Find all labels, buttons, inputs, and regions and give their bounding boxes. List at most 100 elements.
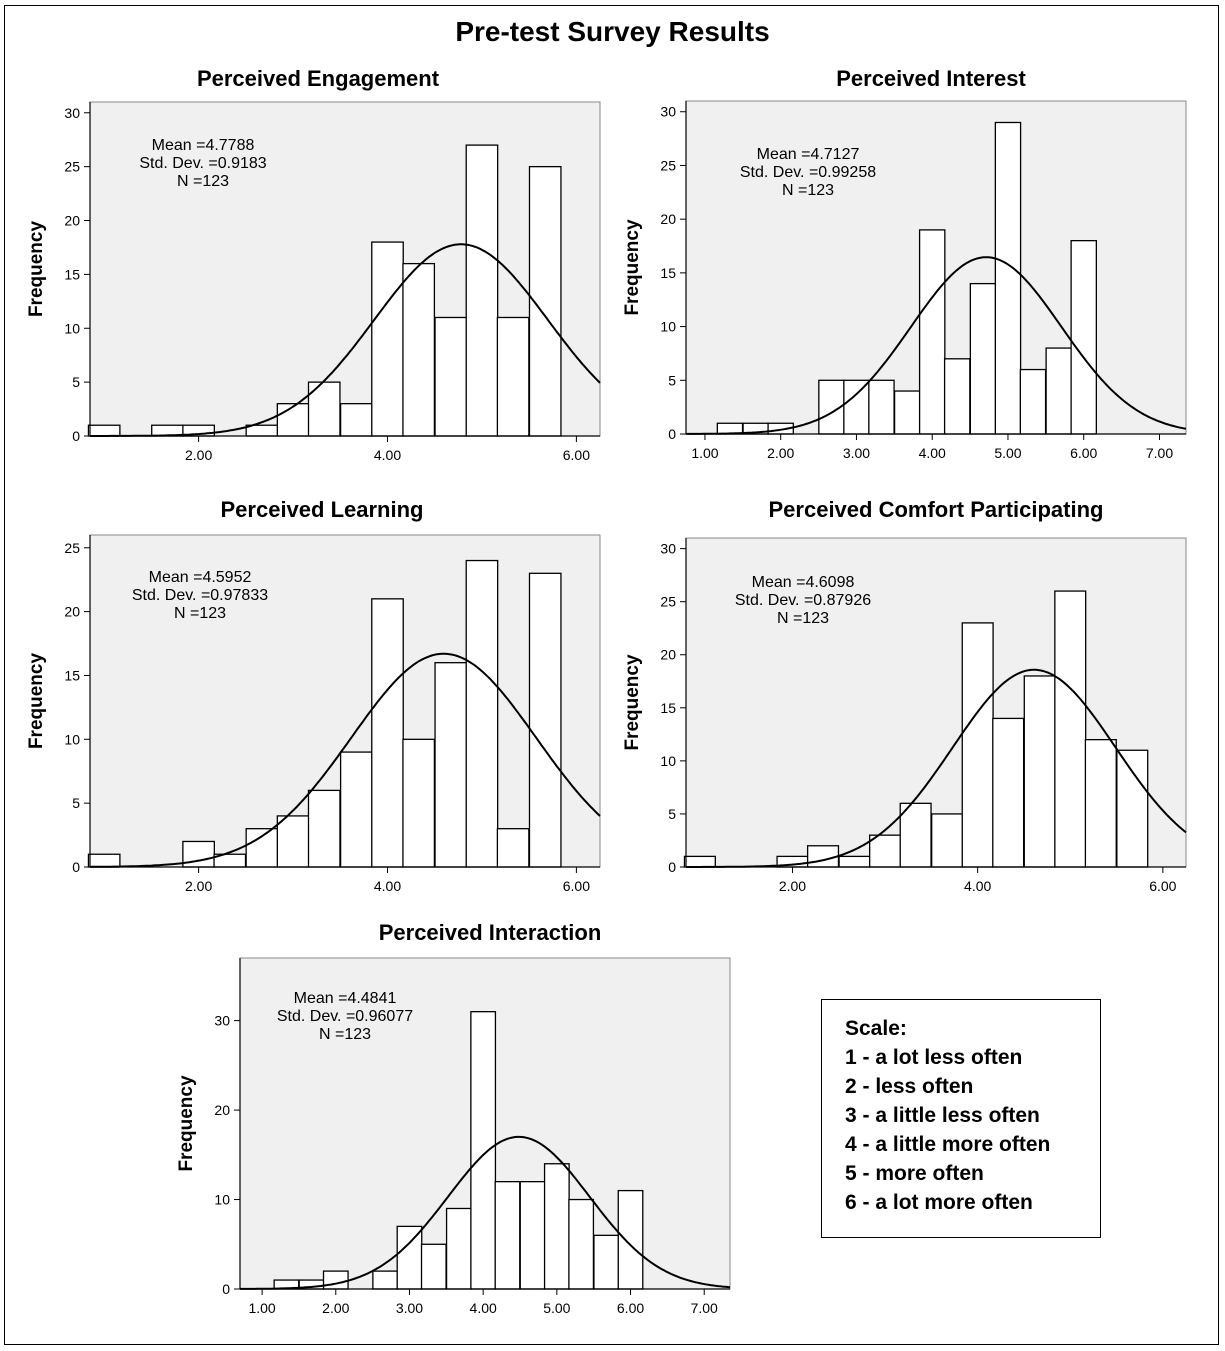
histogram-bar [496,316,530,437]
x-tick-label: 5.00 [994,445,1021,461]
histogram-bar [322,1270,349,1290]
stats-std-dev: Std. Dev. =0.97833 [132,587,268,604]
histogram-comfort: Perceived Comfort Participating Frequency… [620,495,1200,905]
histogram-bar [494,1180,521,1290]
x-tick-label: 7.00 [691,1300,718,1316]
x-tick-label: 2.00 [322,1300,349,1316]
y-tick-label: 25 [660,594,676,610]
x-tick-label: 2.00 [767,445,794,461]
y-tick-label: 5 [72,795,80,811]
chart-title: Perceived Interaction [379,920,602,945]
histogram-bar [1023,675,1056,868]
x-tick-label: 4.00 [964,878,991,894]
scale-item-1: 1 - a lot less often [845,1046,1023,1069]
y-tick-label: 10 [64,731,80,747]
stats-std-dev: Std. Dev. =0.99258 [740,164,876,181]
stats-n: N =123 [319,1026,371,1043]
stats-mean: Mean =4.7127 [757,146,860,163]
normal-curve [686,256,1187,435]
x-tick-label: 1.00 [691,445,718,461]
chart-title: Perceived Comfort Participating [769,497,1104,522]
histogram-bar [1084,738,1117,868]
stats-std-dev: Std. Dev. =0.96077 [277,1008,413,1025]
histogram-bar [869,834,902,868]
histogram-bar [87,424,121,437]
histogram-interaction: Perceived Interaction Frequency 0 10 20 30 1.0… [170,918,750,1328]
histogram-bar [519,1180,546,1290]
stats-mean: Mean =4.6098 [752,574,855,591]
scale-item-6: 6 - a lot more often [845,1191,1033,1214]
chart-title: Perceived Learning [221,497,424,522]
chart-title: Perceived Engagement [197,66,440,91]
chart-svg: Perceived Interaction Frequency 0 10 20 30 1.0… [176,920,731,1316]
histogram-bar [245,828,279,868]
x-tick-label: 7.00 [1146,445,1173,461]
stats-n: N =123 [177,173,229,190]
normal-curve [686,668,1187,868]
figure-frame [4,5,1219,1345]
histogram-bar [434,316,468,437]
histogram-bar [371,598,404,868]
y-tick-label: 25 [64,540,80,556]
histogram-bar [1045,347,1072,435]
histogram-bar [434,662,468,868]
chart-svg: Perceived Engagement Frequency 0 5 10 15 20 25 3… [26,66,601,463]
x-tick-label: 4.00 [470,1300,497,1316]
scale-item-2: 2 - less often [845,1075,974,1098]
x-tick-label: 6.00 [563,447,590,463]
histogram-engagement: Perceived Engagement Frequency 0 5 10 15 20 25 3… [20,64,601,474]
y-axis-label: Frequency [26,221,47,318]
y-tick-label: 20 [64,604,80,620]
histogram-bar [87,853,121,868]
histogram-bar [339,403,373,437]
histogram-bar [931,813,964,868]
histogram-bar [961,622,994,868]
x-tick-label: 4.00 [374,447,401,463]
histogram-bar [868,379,895,435]
scale-item-4: 4 - a little more often [845,1133,1051,1156]
y-axis-label: Frequency [622,219,643,316]
histogram-bar [969,282,997,435]
y-tick-label: 15 [660,700,676,716]
histogram-learning: Perceived Learning Frequency 0 5 10 15 20 25 2.0… [20,495,601,905]
histogram-bar [276,403,310,437]
y-axis-label: Frequency [622,654,643,751]
histogram-bar [543,1163,570,1290]
stats-std-dev: Std. Dev. =0.87926 [735,592,871,609]
histogram-bar [465,559,499,868]
histogram-bar [420,1243,447,1290]
y-tick-label: 5 [668,806,676,822]
y-tick-label: 10 [64,320,80,336]
y-tick-label: 0 [222,1281,230,1297]
y-tick-label: 5 [72,374,80,390]
histogram-bar [1019,368,1047,435]
stats-n: N =123 [782,182,834,199]
histogram-bar [496,828,530,868]
histogram-bar [445,1207,472,1290]
stats-mean: Mean =4.5952 [149,569,252,586]
chart-svg: Perceived Interest Frequency 0 5 10 15 20 25 30 1… [622,66,1187,461]
x-tick-label: 3.00 [843,445,870,461]
normal-curve [240,1135,731,1290]
normal-curve [89,652,601,868]
scale-item-3: 3 - a little less often [845,1104,1040,1127]
y-tick-label: 0 [72,859,80,875]
x-tick-label: 1.00 [248,1300,275,1316]
histogram-bar [402,738,436,868]
y-tick-label: 15 [660,265,676,281]
y-tick-label: 20 [660,211,676,227]
histogram-bar [470,1011,497,1290]
normal-curve [90,243,601,437]
histogram-bar [396,1225,423,1290]
histogram-bar [899,802,932,868]
histogram-bar [339,751,373,868]
y-tick-label: 30 [64,105,80,121]
x-tick-label: 4.00 [374,878,401,894]
x-tick-label: 6.00 [617,1300,644,1316]
y-tick-label: 20 [660,647,676,663]
y-tick-label: 0 [72,428,80,444]
scale-legend: Scale: 1 - a lot less often 2 - less oft… [821,999,1101,1238]
histogram-bar [843,379,870,435]
x-tick-label: 5.00 [543,1300,570,1316]
x-tick-label: 6.00 [1149,878,1176,894]
